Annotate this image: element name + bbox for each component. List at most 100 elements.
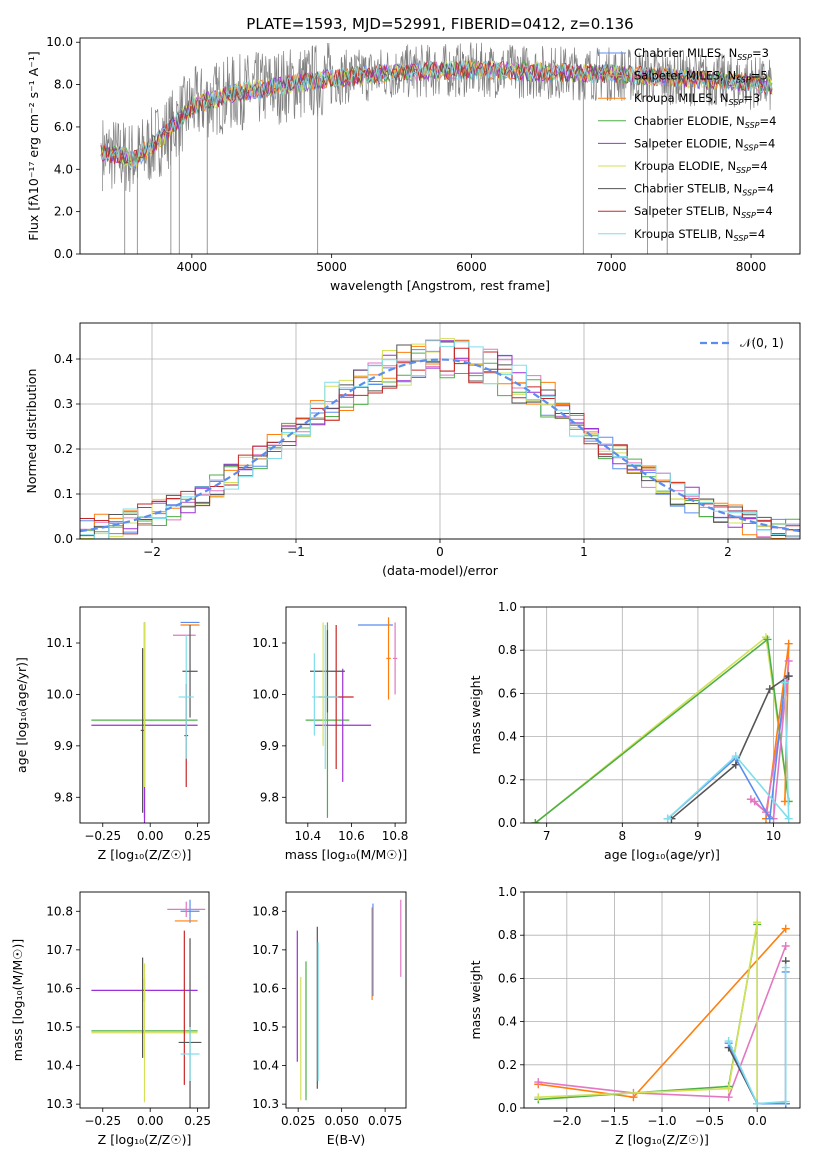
x-tick-label: 5000 [316,260,347,274]
errorbar-point [182,625,198,718]
weight-marker [781,942,790,950]
legend-entry: Salpeter STELIB, NSSP=4 [634,204,773,220]
x-tick-label: −2 [143,545,161,559]
axes-frame [285,606,407,824]
weight-marker [780,678,789,687]
weight-line [538,922,759,1104]
x-tick-label: 0.00 [137,1114,164,1128]
y-tick-label: 4.0 [54,162,73,176]
y-axis-label: mass [log₁₀(M/M☉)] [10,939,25,1061]
y-tick-label: 10.0 [252,687,279,701]
weight-line [667,682,790,821]
y-tick-label: 1.0 [498,885,517,899]
weight-marker [784,657,793,665]
x-tick-label: 2 [724,545,732,559]
age-vs-Z-panel: −0.25 0.00 0.25 9.8 9.9 10.0 10.1 Z [log₁₀(Z/Z☉… [14,606,211,862]
weight-marker [534,1078,543,1087]
x-tick-label: −1.5 [600,1114,629,1128]
y-tick-label: 0.8 [498,643,517,657]
gaussian-curve [80,358,800,533]
y-tick-label: 10.7 [252,943,279,957]
y-tick-label: 9.9 [54,739,73,753]
x-tick-label: 8 [618,829,626,843]
x-tick-label: 10 [766,829,781,843]
weight-marker [534,1093,543,1102]
x-tick-label: −2.0 [552,1114,581,1128]
weight-marker [781,924,790,933]
y-tick-label: 10.5 [252,1020,279,1034]
x-tick-label: 0.25 [184,1114,211,1128]
x-axis-label: Z [log₁₀(Z/Z☉)] [98,847,192,862]
x-axis-label: mass [log₁₀(M/M☉)] [285,847,407,862]
y-tick-label: 0.0 [498,816,517,830]
spectrum-lines [100,42,773,254]
x-tick-label: 1 [580,545,588,559]
y-tick-label: 0.0 [498,1101,517,1115]
x-tick-label: 0.0 [748,1114,767,1128]
y-tick-label: 0.6 [498,971,517,985]
weight-marker [784,814,793,823]
errorbar-point [167,901,206,918]
y-tick-label: 10.0 [46,35,73,49]
x-tick-label: 9 [694,829,702,843]
x-tick-label: −1 [287,545,305,559]
histograms [80,338,800,539]
y-tick-label: 10.5 [46,1020,73,1034]
x-tick-label: 0.25 [184,829,211,843]
y-tick-label: 0.2 [498,1058,517,1072]
axes-frame [79,322,801,540]
x-tick-label: 10.8 [382,829,409,843]
y-tick-label: 10.1 [46,636,73,650]
legend-entry: Chabrier STELIB, NSSP=4 [634,182,774,198]
y-tick-label: 10.4 [46,1059,73,1073]
panels: 4000 5000 6000 7000 80000.02.04.06.08.010.0C… [10,35,801,1147]
x-tick-label: 7000 [596,260,627,274]
y-tick-label: 10.6 [252,981,279,995]
y-tick-label: 2.0 [54,205,73,219]
y-tick-label: 0.6 [498,686,517,700]
y-tick-label: 9.8 [260,790,279,804]
y-tick-label: 10.0 [46,687,73,701]
spectrum-legend: Chabrier MILES, NSSP=3 Salpeter MILES, NS… [598,46,776,243]
x-tick-label: 10.4 [294,829,321,843]
weight-marker [765,685,774,694]
x-axis-label: wavelength [Angstrom, rest frame] [330,278,550,293]
weight-line [667,682,786,822]
weight-marker [724,1093,733,1102]
x-axis-label: age [log₁₀(age/yr)] [604,847,720,862]
x-axis-label: E(B-V) [327,1132,366,1147]
mass-weight-vs-Z-panel: −2.0 −1.5 −1.0 −0.5 0.0 0.0 0.2 0.4 0.6 0.8 1.0 Z [… [468,885,801,1147]
legend-entry: Kroupa STELIB, NSSP=4 [634,227,765,243]
legend-entry: Kroupa ELODIE, NSSP=4 [634,159,768,175]
legend-entry: 𝒩(0, 1) [740,336,784,350]
figure-title: PLATE=1593, MJD=52991, FIBERID=0412, z=0… [246,15,633,33]
x-tick-label: 6000 [456,260,487,274]
errorbars [305,617,398,818]
weight-marker [753,1099,762,1108]
x-tick-label: 4000 [177,260,208,274]
y-tick-label: 0.4 [54,352,73,366]
x-tick-label: −0.25 [84,829,121,843]
axes-frame [79,606,210,824]
y-tick-label: 0.4 [498,730,517,744]
legend-entry: Chabrier ELODIE, NSSP=4 [634,114,776,130]
y-axis-label: Normed distribution [24,369,39,494]
x-tick-label: 0.075 [368,1114,402,1128]
y-tick-label: 8.0 [54,78,73,92]
y-tick-label: 0.4 [498,1015,517,1029]
y-tick-label: 0.1 [54,487,73,501]
y-tick-label: 0.0 [54,247,73,261]
y-tick-label: 10.7 [46,943,73,957]
weight-marker [781,963,790,972]
weight-marker [753,918,762,927]
errorbars [91,621,200,823]
weight-marker [724,1037,733,1046]
y-axis-label: Flux [fλ10⁻¹⁷ erg cm⁻² s⁻¹ A⁻¹] [26,51,41,240]
errorbar-point [140,648,145,813]
weight-marker [750,797,759,806]
y-tick-label: 0.8 [498,928,517,942]
legend-entry: Salpeter ELODIE, NSSP=4 [634,136,775,152]
histogram-step [80,340,800,539]
weight-marker [663,814,672,823]
axes-frame [523,606,801,824]
